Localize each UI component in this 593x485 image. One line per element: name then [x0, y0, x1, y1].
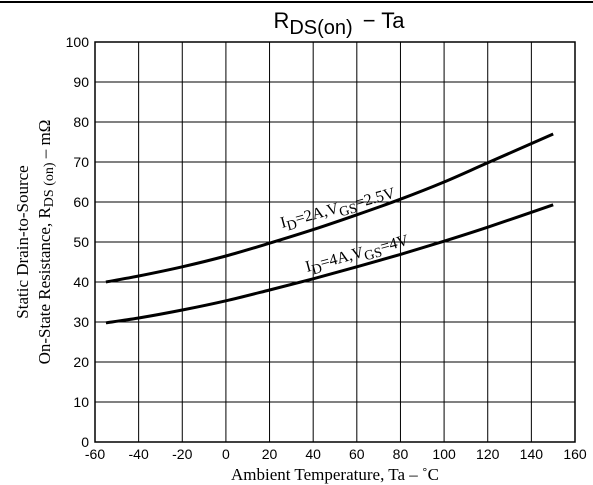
y-tick-labels: 0 10 20 30 40 50 60 70 80 90 100 [66, 34, 90, 450]
x-tick-label: 0 [222, 446, 230, 462]
x-tick-labels: -60 -40 -20 0 20 40 60 80 100 120 140 160 [85, 446, 587, 462]
x-tick-label: 120 [476, 446, 500, 462]
series-line-2 [105, 203, 554, 325]
y-axis-label-line2: On-State Resistance, RDS (on) – mΩ [35, 120, 57, 365]
y-tick-label: 10 [73, 394, 89, 410]
series-lines [105, 132, 554, 325]
x-tick-label: 40 [305, 446, 321, 462]
y-tick-label: 60 [73, 194, 89, 210]
y-tick-label: 40 [73, 274, 89, 290]
y-tick-label: 70 [73, 154, 89, 170]
y-tick-label: 20 [73, 354, 89, 370]
x-tick-label: -20 [172, 446, 192, 462]
y-tick-label: 30 [73, 314, 89, 330]
x-tick-label: 20 [262, 446, 278, 462]
x-tick-label: -40 [129, 446, 149, 462]
x-tick-label: 100 [432, 446, 456, 462]
y-tick-label: 50 [73, 234, 89, 250]
grid [95, 42, 575, 442]
title-main: R [273, 8, 289, 33]
series-line-1 [105, 132, 554, 284]
y-axis-label-line1: Static Drain-to-Source [13, 165, 32, 318]
plot-frame [94, 41, 576, 443]
chart-title: RDS(on) − Ta [273, 8, 405, 39]
y-tick-label: 80 [73, 114, 89, 130]
x-tick-label: 140 [520, 446, 544, 462]
title-suffix: − Ta [363, 8, 406, 33]
y-tick-label: 0 [81, 434, 89, 450]
x-tick-label: 160 [563, 446, 587, 462]
series-label-1: ID=2A,VGS=2.5V [279, 185, 399, 236]
x-tick-label: 60 [349, 446, 365, 462]
y-tick-label: 90 [73, 74, 89, 90]
title-sub: DS(on) [289, 17, 352, 39]
x-tick-label: -60 [85, 446, 105, 462]
x-axis-label: Ambient Temperature, Ta – ˚C [231, 465, 439, 484]
y-tick-label: 100 [66, 34, 90, 50]
x-tick-label: 80 [393, 446, 409, 462]
